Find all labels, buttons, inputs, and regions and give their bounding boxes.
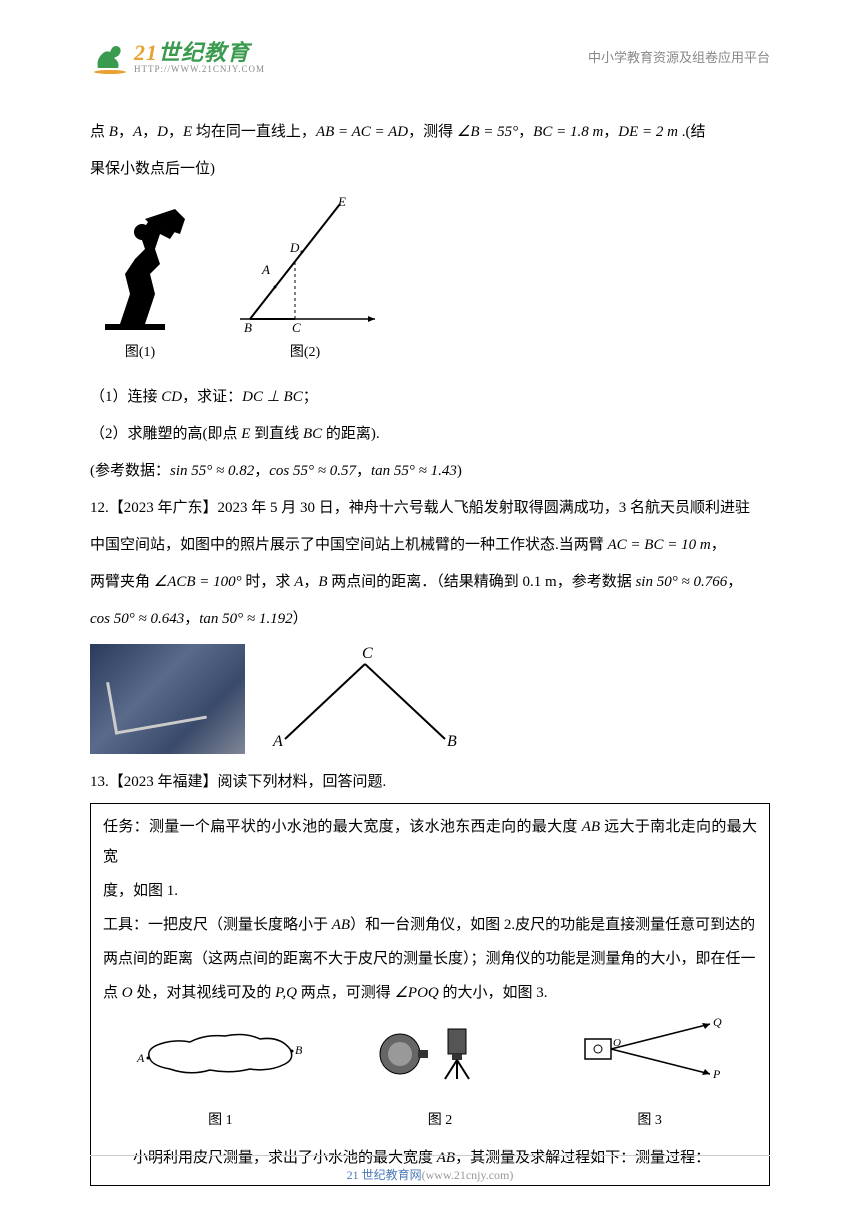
triangle-diagram-icon: B C A D E: [230, 194, 380, 334]
svg-text:B: B: [447, 733, 457, 750]
figure-pond: A B 图 1: [135, 1014, 305, 1137]
figure-angle: O Q P 图 3: [575, 1014, 725, 1137]
logo-21: 21: [134, 40, 158, 65]
fig-b-cap: 图 2: [370, 1106, 510, 1137]
tool-l1: 工具：一把皮尺（测量长度略小于 AB）和一台测角仪，如图 2.皮尺的功能是直接测…: [103, 910, 757, 940]
task-l1: 任务：测量一个扁平状的小水池的最大宽度，该水池东西走向的最大度 AB 远大于南北…: [103, 812, 757, 872]
problem-12-l2: 中国空间站，如图中的照片展示了中国空间站上机械臂的一种工作状态.当两臂 AC =…: [90, 529, 770, 562]
triangle-acb-icon: A C B: [265, 644, 465, 754]
task-box: 任务：测量一个扁平状的小水池的最大宽度，该水池东西走向的最大度 AB 远大于南北…: [90, 803, 770, 1186]
reference-data-1: (参考数据：sin 55° ≈ 0.82，cos 55° ≈ 0.57，tan …: [90, 455, 770, 488]
statue-icon: [90, 204, 190, 334]
figure-1: 图(1): [90, 204, 190, 369]
header-subtitle: 中小学教育资源及组卷应用平台: [588, 44, 770, 73]
fig-a-cap: 图 1: [135, 1106, 305, 1137]
figure-tools: 图 2: [370, 1014, 510, 1137]
svg-text:C: C: [362, 645, 373, 662]
svg-text:P: P: [712, 1067, 721, 1081]
svg-text:C: C: [292, 320, 301, 334]
tool-l2: 两点间的距离（这两点间的距离不大于皮尺的测量长度）；测角仪的功能是测量角的大小，…: [103, 944, 757, 974]
fig1-caption: 图(1): [90, 338, 190, 369]
svg-text:B: B: [295, 1043, 303, 1057]
document-body: 点 B，A，D，E 均在同一直线上，AB = AC = AD，测得 ∠B = 5…: [90, 116, 770, 1186]
logo-icon: [90, 40, 130, 76]
question-2: （2）求雕塑的高(即点 E 到直线 BC 的距离).: [90, 418, 770, 451]
svg-text:B: B: [244, 320, 252, 334]
footer-url: (www.21cnjy.com): [422, 1168, 514, 1182]
figures-row-1: 图(1) B C A D E 图(2): [90, 194, 770, 369]
page-footer: 21 世纪教育网(www.21cnjy.com): [0, 1155, 860, 1188]
svg-text:A: A: [136, 1051, 145, 1065]
line-1: 点 B，A，D，E 均在同一直线上，AB = AC = AD，测得 ∠B = 5…: [90, 116, 770, 149]
svg-text:Q: Q: [713, 1015, 722, 1029]
problem-12-l1: 12.【2023 年广东】2023 年 5 月 30 日，神舟十六号载人飞船发射…: [90, 492, 770, 525]
fig-c-cap: 图 3: [575, 1106, 725, 1137]
logo: 21世纪教育 HTTP://WWW.21CNJY.COM: [90, 40, 265, 76]
logo-rest: 世纪教育: [158, 40, 250, 65]
problem-12-l4: cos 50° ≈ 0.643，tan 50° ≈ 1.192）: [90, 603, 770, 636]
tools-icon: [370, 1014, 510, 1089]
task-l2: 度，如图 1.: [103, 876, 757, 906]
figures-row-2: A C B: [90, 644, 770, 754]
question-1: （1）连接 CD，求证：DC ⊥ BC；: [90, 381, 770, 414]
space-station-photo: [90, 644, 245, 754]
tool-l3: 点 O 处，对其视线可及的 P,Q 两点，可测得 ∠POQ 的大小，如图 3.: [103, 978, 757, 1008]
fig2-caption: 图(2): [230, 338, 380, 369]
angle-diagram-icon: O Q P: [575, 1014, 725, 1089]
line-2: 果保小数点后一位): [90, 153, 770, 186]
svg-text:D: D: [289, 240, 300, 255]
logo-url: HTTP://WWW.21CNJY.COM: [134, 65, 265, 75]
page-header: 21世纪教育 HTTP://WWW.21CNJY.COM 中小学教育资源及组卷应…: [90, 40, 770, 76]
problem-13: 13.【2023 年福建】阅读下列材料，回答问题.: [90, 766, 770, 799]
logo-text: 21世纪教育 HTTP://WWW.21CNJY.COM: [134, 41, 265, 75]
figures-row-3: A B 图 1 图 2: [103, 1014, 757, 1137]
svg-text:A: A: [272, 733, 283, 750]
footer-site: 21 世纪教育网: [347, 1168, 422, 1182]
svg-text:E: E: [337, 194, 346, 209]
svg-text:A: A: [261, 262, 270, 277]
problem-12-l3: 两臂夹角 ∠ACB = 100° 时，求 A，B 两点间的距离．（结果精确到 0…: [90, 566, 770, 599]
figure-2: B C A D E 图(2): [230, 194, 380, 369]
pond-icon: A B: [135, 1014, 305, 1089]
